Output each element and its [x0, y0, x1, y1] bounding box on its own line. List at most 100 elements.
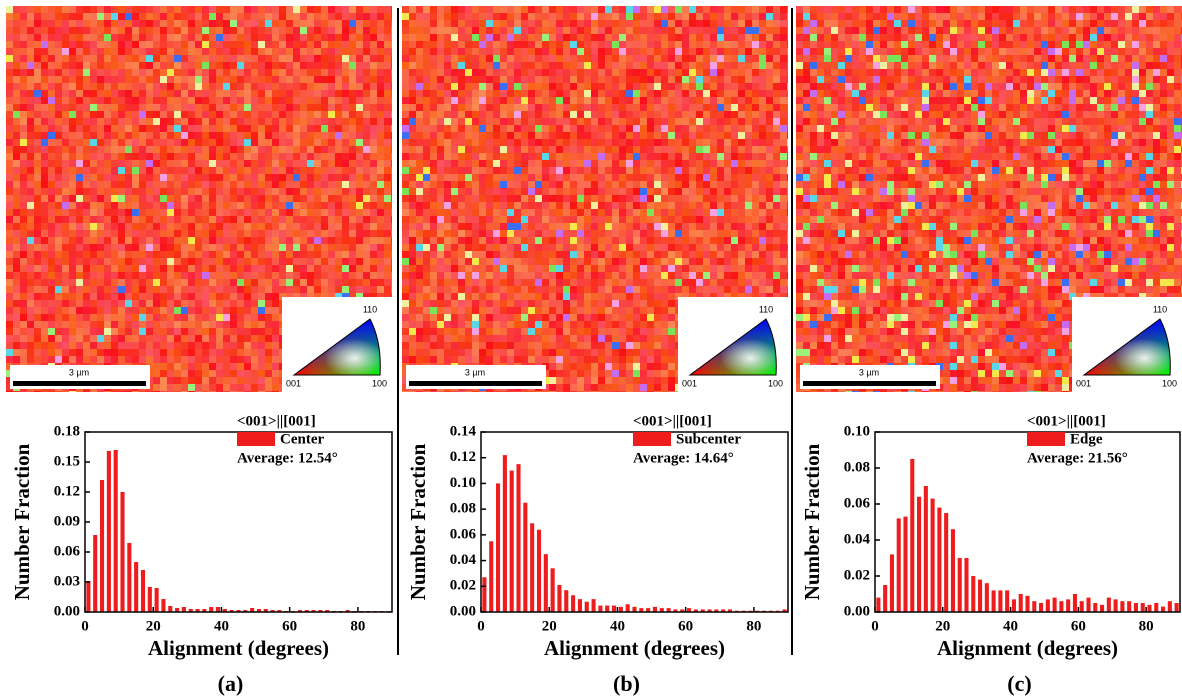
grain: [675, 181, 682, 188]
grain: [391, 83, 392, 90]
grain: [55, 244, 62, 251]
grain: [195, 104, 202, 111]
grain: [605, 6, 612, 13]
grain: [69, 111, 76, 118]
grain: [209, 349, 216, 356]
grain: [342, 132, 349, 139]
grain: [300, 216, 307, 223]
grain: [90, 97, 97, 104]
grain: [377, 230, 384, 237]
grain: [626, 209, 633, 216]
grain: [465, 146, 472, 153]
grain: [535, 188, 542, 195]
grain: [195, 111, 202, 118]
grain: [682, 160, 689, 167]
grain: [41, 167, 48, 174]
grain: [745, 174, 752, 181]
grain: [69, 314, 76, 321]
grain: [591, 223, 598, 230]
grain: [230, 209, 237, 216]
grain: [584, 83, 591, 90]
grain: [773, 13, 780, 20]
grain: [356, 41, 363, 48]
grain: [300, 174, 307, 181]
grain: [202, 132, 209, 139]
grain: [349, 272, 356, 279]
grain: [13, 13, 20, 20]
grain: [314, 13, 321, 20]
grain: [111, 104, 118, 111]
grain: [370, 195, 377, 202]
grain: [409, 174, 416, 181]
grain: [549, 195, 556, 202]
grain: [745, 188, 752, 195]
grain: [493, 83, 500, 90]
grain: [181, 293, 188, 300]
grain: [216, 146, 223, 153]
grain: [535, 125, 542, 132]
grain: [787, 181, 788, 188]
grain: [612, 188, 619, 195]
grain: [479, 34, 486, 41]
grain: [223, 377, 230, 384]
grain: [724, 181, 731, 188]
grain: [48, 139, 55, 146]
grain: [766, 216, 773, 223]
grain: [668, 167, 675, 174]
grain: [244, 48, 251, 55]
grain: [528, 195, 535, 202]
grain: [216, 258, 223, 265]
grain: [272, 104, 279, 111]
grain: [570, 76, 577, 83]
grain: [605, 153, 612, 160]
grain: [598, 174, 605, 181]
grain: [139, 41, 146, 48]
grain: [612, 111, 619, 118]
grain: [626, 41, 633, 48]
grain: [216, 27, 223, 34]
grain: [342, 258, 349, 265]
grain: [279, 174, 286, 181]
grain: [349, 125, 356, 132]
grain: [34, 27, 41, 34]
grain: [6, 328, 13, 335]
grain: [230, 97, 237, 104]
grain: [458, 132, 465, 139]
grain: [286, 97, 293, 104]
grain: [69, 76, 76, 83]
grain: [251, 188, 258, 195]
grain: [696, 160, 703, 167]
grain: [423, 41, 430, 48]
grain: [486, 20, 493, 27]
grain: [556, 55, 563, 62]
grain: [258, 118, 265, 125]
grain: [202, 27, 209, 34]
grain: [48, 146, 55, 153]
grain: [279, 13, 286, 20]
grain: [125, 328, 132, 335]
grain: [118, 209, 125, 216]
grain: [167, 13, 174, 20]
grain: [244, 307, 251, 314]
grain: [279, 69, 286, 76]
grain: [416, 139, 423, 146]
grain: [153, 6, 160, 13]
grain: [244, 111, 251, 118]
grain: [223, 181, 230, 188]
grain: [521, 6, 528, 13]
grain: [118, 195, 125, 202]
grain: [188, 258, 195, 265]
grain: [528, 55, 535, 62]
grain: [160, 202, 167, 209]
grain: [682, 209, 689, 216]
grain: [752, 195, 759, 202]
grain: [752, 6, 759, 13]
grain: [209, 300, 216, 307]
grain: [752, 97, 759, 104]
grain: [605, 111, 612, 118]
grain: [314, 244, 321, 251]
grain: [654, 118, 661, 125]
grain: [314, 153, 321, 160]
grain: [542, 174, 549, 181]
grain: [409, 48, 416, 55]
